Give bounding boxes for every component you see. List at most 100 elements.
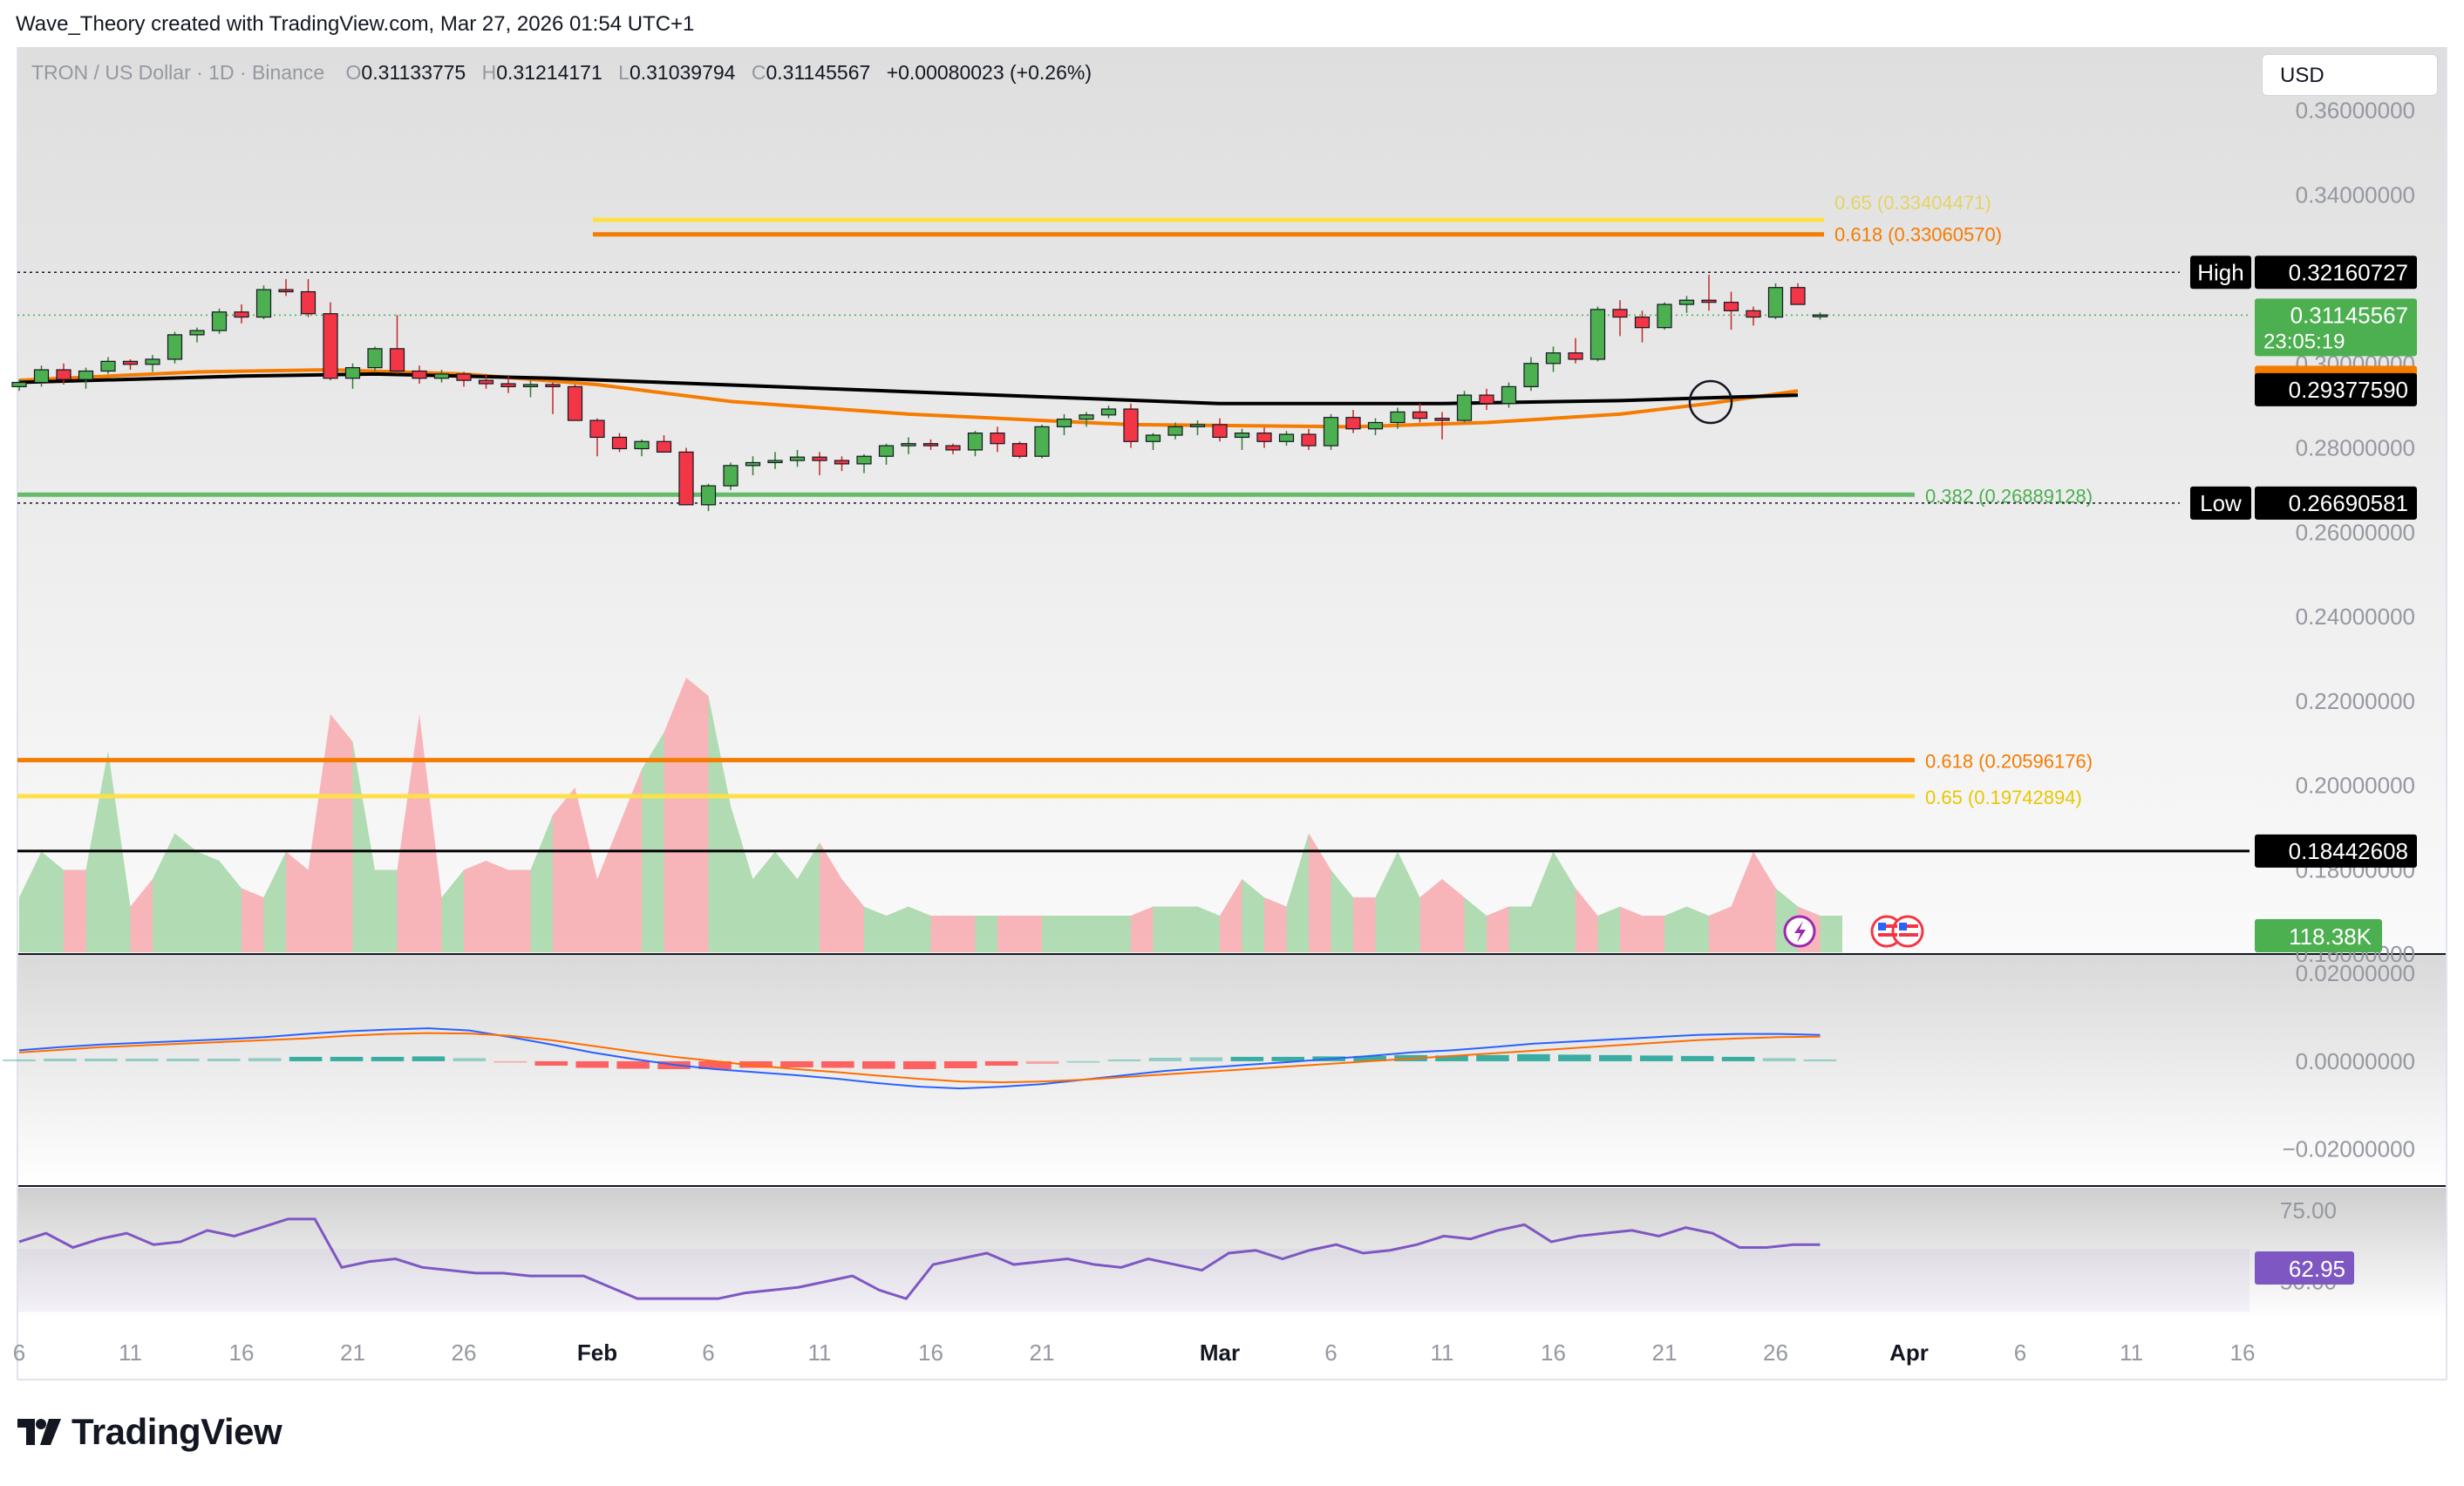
candle-body-76: [1701, 299, 1717, 303]
volume-area-27: [619, 769, 642, 952]
candle-body-19: [433, 373, 450, 379]
macd-histogram-bar-10: [412, 1056, 446, 1061]
macd-histogram-bar-31: [1271, 1056, 1305, 1061]
volume-area-37: [841, 879, 864, 952]
macd-histogram-bar-40: [1639, 1055, 1673, 1061]
macd-histogram-bar-23: [943, 1060, 977, 1068]
volume-area-74: [1664, 906, 1687, 952]
symbol-name[interactable]: TRON / US Dollar · 1D · Binance: [31, 61, 325, 84]
candle-body-8: [189, 330, 205, 336]
candle-body-70: [1568, 352, 1583, 360]
price-tag-value-5: 0.18442608: [2289, 838, 2408, 864]
candle-body-6: [145, 358, 160, 365]
volume-area-34: [775, 851, 798, 952]
volume-area-0: [19, 851, 42, 952]
candle-body-21: [478, 379, 494, 385]
volume-area-36: [820, 842, 842, 952]
candle-body-47: [1056, 419, 1072, 427]
time-axis-layer[interactable]: 6 11 16 21 26 Feb 6 11 16 21 Mar 6 11 16 21 26 Apr 6 11 16: [13, 1339, 2256, 1366]
volume-area-33: [752, 851, 775, 952]
volume-area-62: [1398, 851, 1420, 952]
volume-area-11: [263, 851, 286, 952]
candle-body-50: [1123, 408, 1139, 442]
macd-histogram-bar-9: [371, 1056, 405, 1061]
volume-area-72: [1620, 906, 1643, 952]
high-value: 0.31214171: [496, 61, 602, 84]
open-value: 0.31133775: [361, 61, 466, 84]
flag2-stripes-glyph-2: [1899, 933, 1918, 937]
volume-area-9: [219, 861, 242, 952]
macd-histogram-bar-5: [207, 1058, 241, 1061]
candle-body-27: [611, 436, 628, 450]
tradingview-logo[interactable]: TradingView: [17, 1411, 282, 1453]
volume-area-56: [1264, 897, 1287, 952]
candle-body-48: [1079, 414, 1094, 420]
time-label-3: 21: [340, 1339, 365, 1366]
volume-tag-box: [2255, 919, 2382, 952]
volume-area-59: [1331, 869, 1353, 952]
volume-area-55: [1242, 879, 1264, 952]
candles-layer: [11, 275, 1828, 512]
macd-histogram-bar-21: [862, 1060, 895, 1069]
high-label: H: [481, 61, 497, 84]
candle-body-0: [11, 381, 27, 387]
volume-area-66: [1487, 906, 1509, 952]
volume-area-7: [174, 833, 197, 952]
volume-area-51: [1153, 906, 1175, 952]
events-icons[interactable]: [1783, 915, 1924, 948]
candle-body-46: [1034, 426, 1050, 457]
macd-histogram-bar-44: [1803, 1059, 1837, 1061]
candle-body-72: [1612, 309, 1628, 318]
tradingview-logo-text: TradingView: [71, 1411, 282, 1452]
price-tags-layer: 0.32160727High0.3114556723:05:190.295541…: [2190, 256, 2417, 1285]
flag2-canton-glyph: [1899, 923, 1907, 930]
price-tag-value-4: 0.26690581: [2289, 490, 2408, 516]
rsi-line: [18, 1217, 1821, 1300]
price-tag-box-3: [2255, 372, 2417, 406]
candle-body-13: [300, 290, 317, 315]
macd-histogram-bar-36: [1476, 1054, 1509, 1061]
volume-area-43: [975, 916, 997, 952]
candle-body-26: [589, 419, 605, 439]
currency-selector[interactable]: USD: [2262, 54, 2438, 96]
candle-body-56: [1256, 433, 1272, 442]
price-tag-label-4: Low: [2200, 490, 2242, 516]
candle-body-33: [745, 461, 761, 467]
macd-histogram-bar-43: [1762, 1058, 1796, 1061]
macd-line: [18, 1027, 1821, 1090]
volume-area-48: [1086, 916, 1109, 952]
price-tick-label-0: 0.36000000: [2296, 98, 2415, 124]
candle-body-17: [389, 348, 405, 372]
macd-histogram-bar-3: [126, 1058, 159, 1061]
volume-area-18: [419, 714, 442, 952]
time-label-5: Feb: [577, 1339, 617, 1366]
price-tag-label-box-0: [2190, 256, 2251, 290]
volume-area-73: [1642, 916, 1664, 952]
macd-histogram-bar-7: [289, 1056, 323, 1061]
candle-body-51: [1145, 434, 1161, 442]
time-label-8: 16: [918, 1339, 943, 1366]
macd-histogram-bar-24: [984, 1060, 1018, 1066]
candle-body-59: [1323, 417, 1339, 446]
volume-area-32: [731, 806, 753, 952]
price-tick-label-1: 0.34000000: [2296, 181, 2415, 208]
candle-body-69: [1545, 352, 1562, 365]
volume-area-23: [530, 815, 553, 952]
fib-label-4: 0.65 (0.19742894): [1925, 787, 2082, 808]
candle-body-71: [1589, 309, 1606, 360]
candle-body-68: [1523, 363, 1539, 387]
volume-area-20: [464, 861, 487, 952]
volume-area-50: [1131, 906, 1154, 952]
candle-body-63: [1412, 411, 1428, 419]
volume-area-78: [1753, 851, 1776, 952]
flag-event-icon-2[interactable]: [1891, 915, 1924, 948]
time-label-12: 11: [1431, 1339, 1454, 1366]
macd-histogram-bar-12: [493, 1060, 528, 1063]
candle-body-9: [211, 311, 228, 331]
price-tick-label-6: 0.24000000: [2296, 603, 2415, 630]
candle-body-4: [100, 360, 116, 372]
price-tick-label-7: 0.22000000: [2296, 688, 2415, 714]
candle-body-25: [567, 385, 583, 421]
time-label-19: 16: [2230, 1339, 2256, 1366]
